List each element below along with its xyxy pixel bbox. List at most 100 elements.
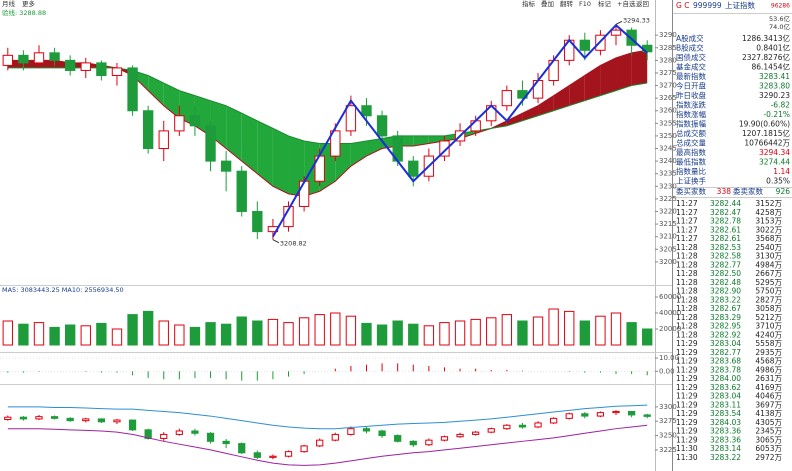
cloud	[506, 113, 523, 126]
trade-volume: 5558万	[755, 339, 782, 348]
quote-label: 总成交额	[676, 128, 706, 138]
trade-volume: 2540万	[755, 243, 782, 252]
quote-value: 3283.80	[759, 82, 790, 91]
cloud	[241, 113, 258, 174]
volume-bar	[423, 325, 435, 346]
quote-value: 86.1454亿	[751, 62, 790, 72]
trade-time: 11:29	[676, 348, 698, 357]
candle-body	[408, 160, 419, 177]
quote-label: 上证换手	[676, 176, 706, 186]
volume-bar	[33, 322, 45, 346]
trade-time: 11:29	[676, 357, 698, 366]
y-tick-label: 3285	[659, 44, 677, 52]
mini-body	[362, 428, 371, 432]
mini-body	[596, 412, 605, 417]
trade-price: 3283.54	[710, 409, 741, 418]
band-line	[7, 404, 648, 430]
trade-volume: 2827万	[755, 295, 782, 304]
mini-body	[316, 439, 324, 447]
candle-body	[252, 210, 263, 233]
candle-body	[470, 120, 481, 132]
quote-label: 最新指数	[676, 71, 706, 81]
trade-time: 11:28	[676, 260, 698, 269]
candle-body	[18, 54, 29, 64]
volume-bar	[486, 317, 497, 346]
y-tick-label: 3255	[659, 119, 677, 127]
mini-body	[643, 414, 651, 417]
trade-price: 3283.22	[710, 295, 741, 304]
volume-bar	[642, 328, 653, 346]
quote-label: 今日开盘	[676, 81, 706, 91]
buy-label: 委买家数	[676, 186, 706, 196]
mini-body	[378, 430, 386, 437]
toolbar-button[interactable]: 翻转	[560, 0, 574, 8]
trade-price: 3282.61	[710, 225, 741, 234]
trade-volume: 4046万	[755, 392, 782, 401]
volume-legend: MA5: 3083443.25 MA10: 2556934.50	[2, 286, 124, 294]
toolbar-button[interactable]: 标记	[598, 0, 612, 8]
trade-price: 3282.77	[710, 260, 741, 269]
mini-body	[191, 430, 199, 434]
trade-volume: 3130万	[755, 252, 782, 261]
price-label: 验线: 3288.88	[2, 8, 46, 17]
trade-price: 3282.61	[710, 234, 741, 243]
volume-bar	[18, 323, 29, 346]
mini-body	[66, 417, 74, 422]
volume-bar	[501, 314, 513, 346]
sell-count: 926	[776, 187, 791, 196]
volume-bar	[298, 317, 310, 346]
trade-volume: 2667万	[755, 269, 782, 278]
y-tick-label: 3270	[659, 82, 677, 90]
trade-time: 11:28	[676, 304, 698, 313]
volume-bar	[564, 310, 575, 346]
mini-body	[128, 419, 137, 431]
trade-volume: 2345万	[755, 427, 782, 436]
volume-bar	[314, 314, 325, 346]
toolbar-button[interactable]: 返回	[636, 0, 649, 8]
volume-bar	[189, 326, 201, 346]
trade-price: 3282.48	[710, 278, 741, 287]
mini-body	[534, 422, 542, 428]
trade-volume: 5295万	[755, 278, 782, 287]
quote-label: 指数振幅	[676, 119, 706, 129]
menu-item[interactable]: 月线	[2, 0, 16, 8]
volume-bar	[517, 320, 528, 346]
menu-item[interactable]: 更多	[22, 0, 36, 8]
quote-badge: 96286	[771, 3, 790, 10]
candle-body	[174, 115, 185, 132]
quote-label: 最高指数	[676, 147, 706, 157]
trade-price: 3283.62	[710, 383, 741, 392]
trade-time: 11:28	[676, 252, 698, 261]
candle-body	[298, 180, 310, 207]
mini-body	[222, 440, 230, 445]
cloud	[366, 138, 383, 157]
y-tick-label: 20000	[659, 325, 681, 333]
mini-body	[425, 439, 433, 446]
trade-time: 11:28	[676, 278, 698, 287]
mini-body	[19, 416, 28, 420]
toolbar-button[interactable]: 指标	[522, 0, 536, 8]
toolbar-button[interactable]: 叠加	[541, 0, 554, 8]
toolbar-button[interactable]: F10	[579, 0, 591, 8]
mini-body	[113, 419, 121, 423]
quote-label: 指数量比	[676, 166, 706, 176]
trade-price: 3282.77	[710, 348, 741, 357]
quote-value: 3274.44	[759, 158, 790, 167]
candle-body	[610, 29, 622, 36]
cloud	[631, 50, 648, 86]
trade-price: 3282.78	[710, 217, 741, 226]
mini-body	[97, 418, 105, 423]
volume-bar	[2, 320, 13, 346]
y-tick-label: 3240	[659, 157, 677, 165]
mini-body	[144, 429, 152, 439]
quote-top: 53.6亿	[769, 14, 790, 23]
candle-body	[33, 52, 45, 64]
mini-body	[456, 433, 464, 438]
y-tick-label: 3250	[659, 132, 677, 140]
trade-volume: 3568万	[755, 234, 782, 243]
y-tick-label: 3260	[659, 107, 677, 115]
y-tick-label: 0.00	[659, 367, 675, 375]
cloud	[163, 83, 180, 119]
toolbar-button[interactable]: +自选	[617, 0, 636, 8]
quote-value: 0.8401亿	[756, 43, 790, 53]
